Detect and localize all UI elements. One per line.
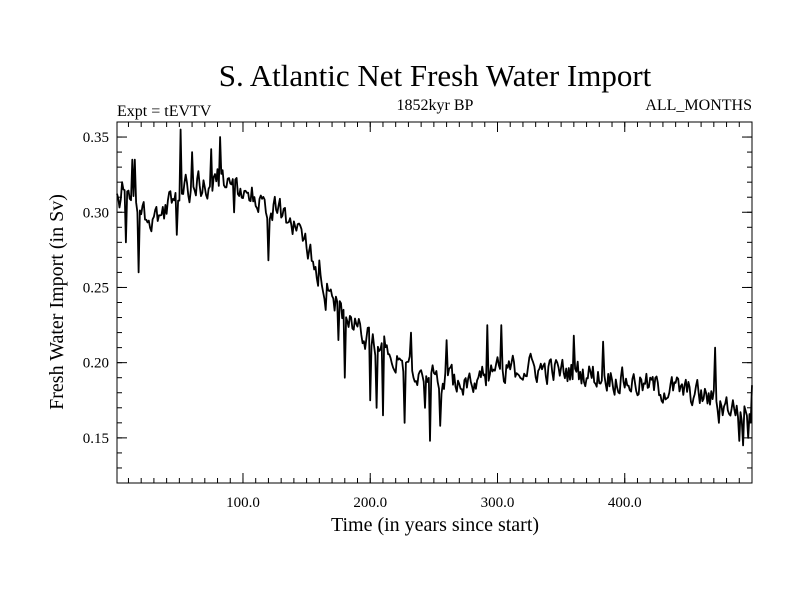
y-tick-label: 0.20 [83,356,109,372]
x-axis-label: Time (in years since start) [331,514,539,536]
chart-title: S. Atlantic Net Fresh Water Import [219,58,652,93]
x-tick-label: 300.0 [481,495,515,511]
y-tick-label: 0.15 [83,431,109,447]
freshwater-series-line [116,128,753,447]
axis-ticks: 100.0 200.0 300.0 400.0 0.15 0.20 0.25 0.30 0.35 [83,122,752,511]
period-label: 1852kyr BP [397,97,474,114]
months-label: ALL_MONTHS [645,97,752,114]
x-tick-label: 200.0 [353,495,387,511]
experiment-label: Expt = tEVTV [117,103,212,120]
x-tick-label: 100.0 [226,495,260,511]
y-tick-label: 0.35 [83,130,109,146]
y-tick-label: 0.30 [83,205,109,221]
x-tick-label: 400.0 [608,495,642,511]
y-axis-label: Fresh Water Import (in Sv) [46,194,68,410]
y-tick-label: 0.25 [83,280,109,296]
plot-area [116,128,753,447]
plot-frame [116,121,753,484]
